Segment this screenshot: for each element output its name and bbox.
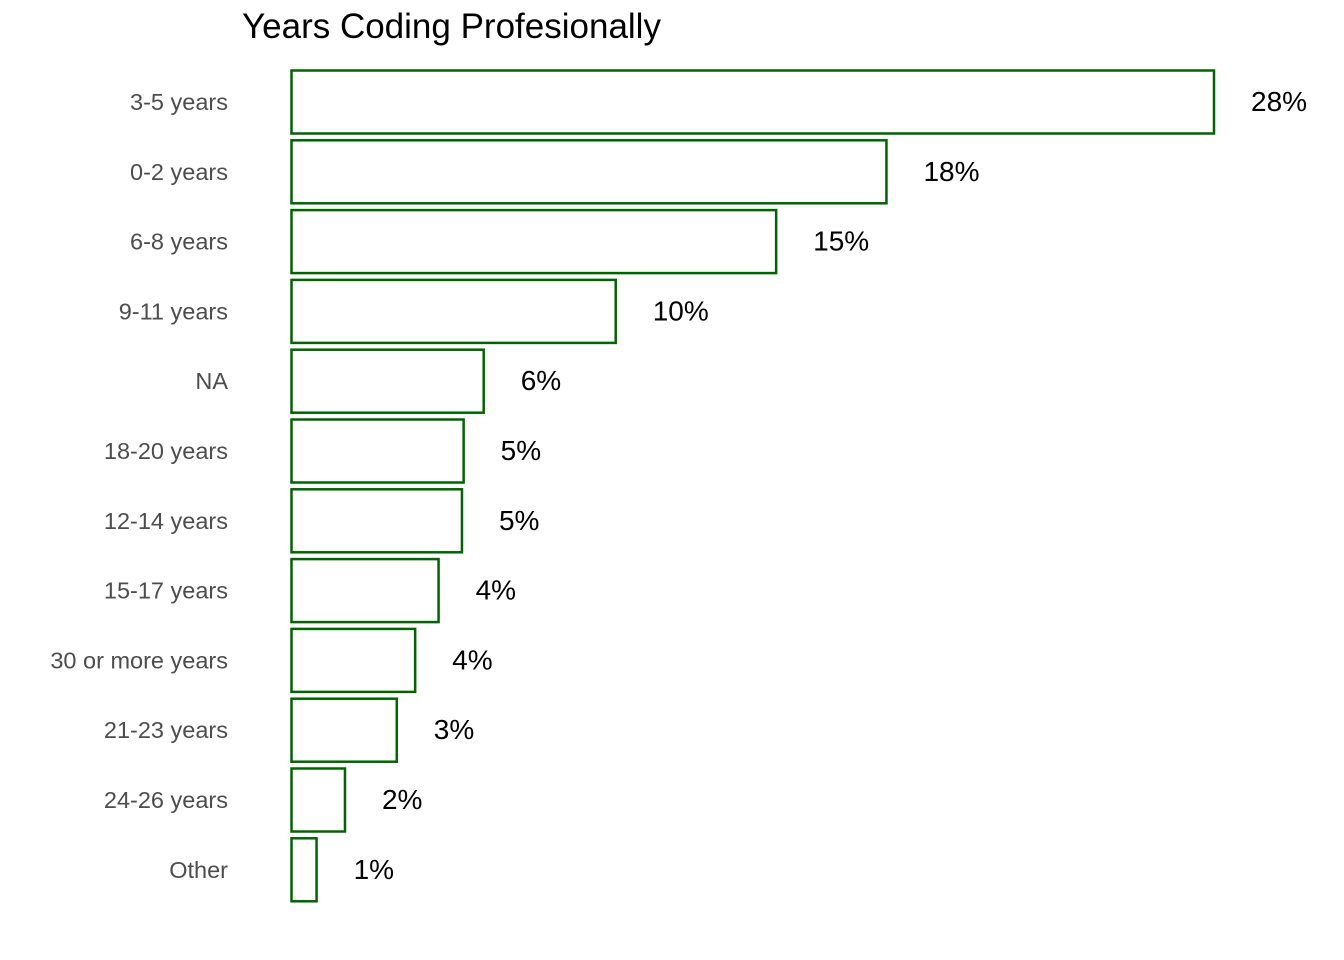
value-label: 4%	[476, 575, 516, 606]
category-label: 30 or more years	[50, 647, 228, 673]
category-label: 21-23 years	[104, 717, 228, 743]
category-label: 9-11 years	[119, 298, 228, 324]
bar	[290, 697, 399, 763]
value-label: 5%	[499, 505, 539, 536]
value-label: 3%	[434, 714, 474, 745]
bar	[290, 627, 417, 694]
category-label: 0-2 years	[130, 159, 228, 185]
value-label: 5%	[501, 435, 541, 466]
bar	[290, 139, 888, 205]
value-label: 4%	[452, 644, 492, 675]
bar	[290, 208, 778, 275]
value-label: 15%	[813, 226, 869, 257]
bar	[290, 837, 318, 903]
bar	[290, 418, 465, 484]
bar	[290, 488, 464, 554]
value-label: 28%	[1251, 86, 1307, 117]
bars-group	[290, 69, 1216, 903]
bar	[290, 348, 485, 414]
category-label: Other	[169, 857, 228, 883]
bar	[290, 557, 440, 624]
category-label: 3-5 years	[130, 89, 228, 115]
value-label: 18%	[923, 156, 979, 187]
category-label: 18-20 years	[104, 438, 228, 464]
category-label: 6-8 years	[130, 229, 228, 255]
value-labels: 28% 18% 15% 10% 6% 5% 5% 4% 4% 3% 2% 1%	[354, 86, 1307, 885]
bar	[290, 69, 1216, 135]
value-label: 10%	[653, 295, 709, 326]
category-label: 24-26 years	[104, 787, 228, 813]
value-label: 2%	[382, 784, 422, 815]
chart-title: Years Coding Profesionally	[242, 7, 661, 46]
value-label: 6%	[521, 365, 561, 396]
category-label: 15-17 years	[104, 578, 228, 604]
value-label: 1%	[354, 854, 394, 885]
bar	[290, 767, 347, 833]
bar	[290, 278, 617, 345]
category-labels: 3-5 years 0-2 years 6-8 years 9-11 years NA 1…	[50, 89, 228, 883]
category-label: NA	[195, 368, 228, 394]
category-label: 12-14 years	[104, 508, 228, 534]
